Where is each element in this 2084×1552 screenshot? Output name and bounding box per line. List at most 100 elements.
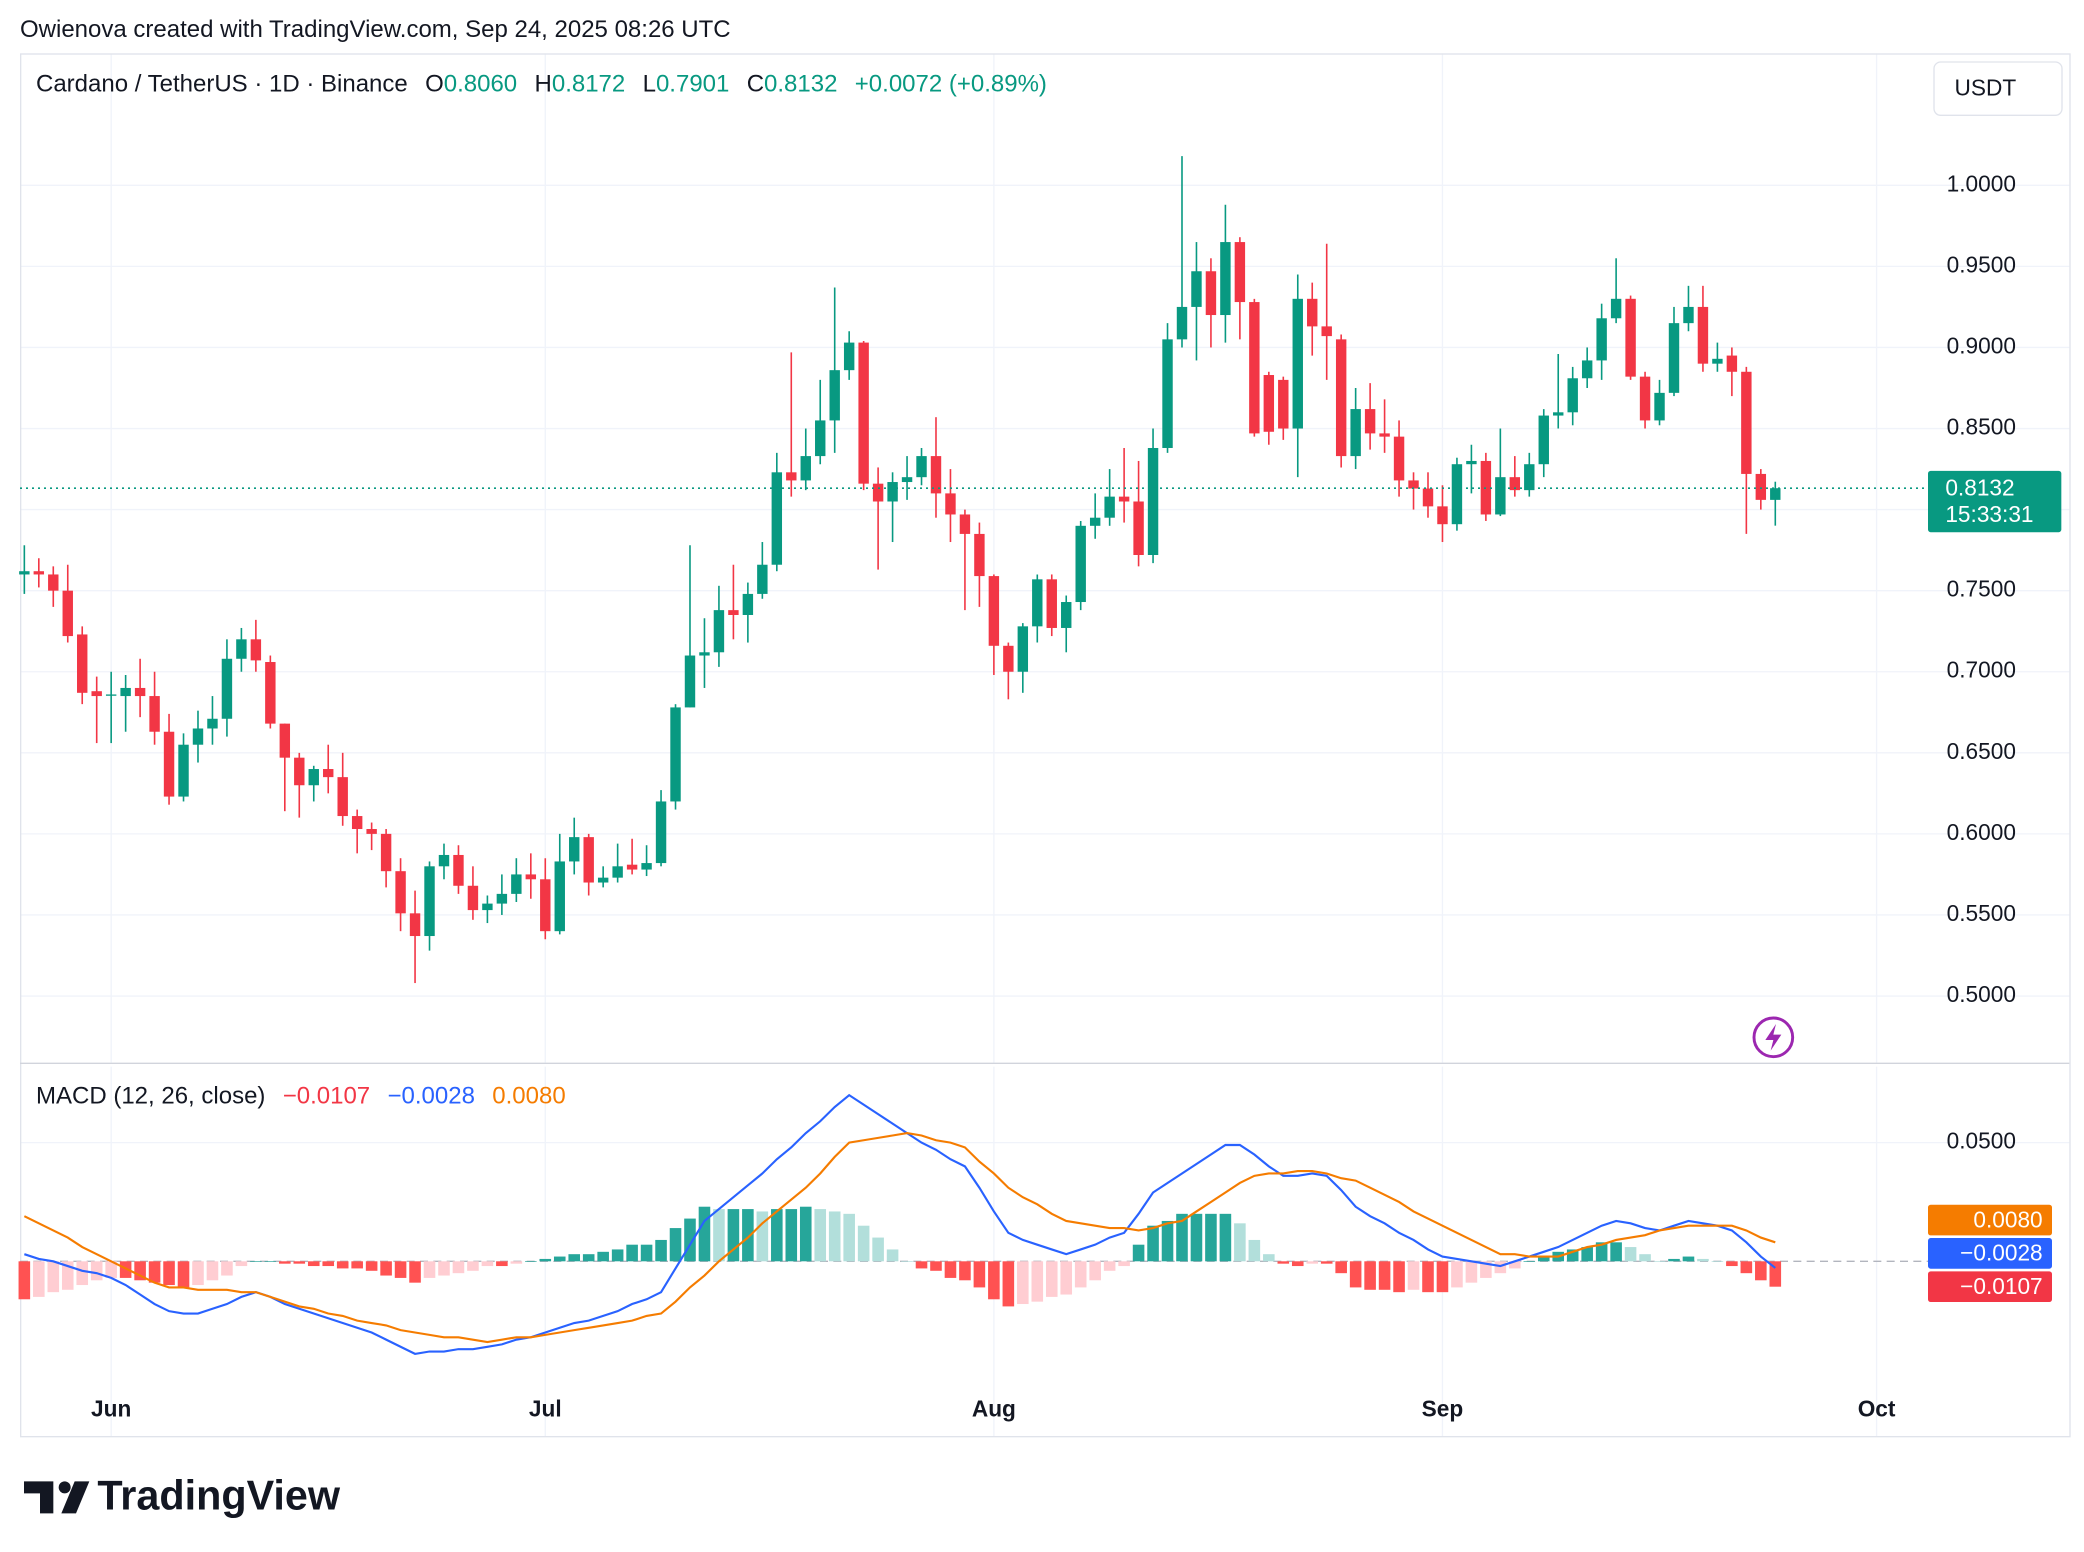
candle-body [1162, 339, 1173, 448]
candle-body [62, 590, 73, 637]
candle-body [395, 871, 406, 914]
histogram-bar [1306, 1261, 1319, 1264]
last-price-label: 0.8132 [1945, 475, 2014, 501]
histogram-bar [1291, 1261, 1304, 1267]
value-tag [1928, 1238, 2052, 1269]
candle-body [1003, 645, 1014, 672]
histogram-bar [365, 1261, 378, 1271]
candle-body [424, 866, 435, 937]
histogram-bar [1711, 1261, 1724, 1262]
histogram-bar [1103, 1261, 1116, 1271]
candle-body [1379, 433, 1390, 437]
alert-circle[interactable] [1752, 1016, 1795, 1059]
alert-icon[interactable] [1752, 1016, 1795, 1059]
candle-body [1133, 501, 1144, 556]
candle-body [163, 731, 175, 797]
value-tag-label: −0.0107 [1960, 1273, 2043, 1299]
histogram-bar [105, 1261, 117, 1278]
candle-body [843, 342, 855, 371]
candle-body [569, 837, 580, 862]
candle-body [728, 610, 739, 615]
candle-body [540, 879, 551, 932]
histogram-bar [1219, 1213, 1232, 1262]
histogram-bar [1017, 1261, 1029, 1305]
macd-value: −0.0028 [388, 1083, 475, 1110]
histogram-bar [1480, 1261, 1492, 1278]
histogram-bar [727, 1209, 740, 1262]
value-tag [1928, 1204, 2052, 1236]
candle-body [1553, 412, 1564, 416]
candle-body [1249, 302, 1260, 434]
histogram-bar [1045, 1261, 1058, 1297]
currency[interactable]: USDT [1954, 74, 2016, 100]
histogram-bar [148, 1261, 161, 1283]
histogram-bar [467, 1261, 479, 1271]
candle-body [858, 342, 869, 484]
symbol: Cardano / TetherUS · 1D · Binance [36, 71, 408, 98]
legend-header: Cardano / TetherUS · 1D · Binance O0.806… [36, 71, 1047, 98]
histogram-bar [496, 1261, 508, 1267]
candle-body [496, 893, 508, 904]
candle-body [1625, 298, 1636, 377]
brand: TradingView [97, 1473, 341, 1519]
histogram-bar [423, 1261, 436, 1278]
histogram-bar [915, 1261, 928, 1269]
candle-body [1610, 298, 1622, 319]
x-tick-label: Jun [91, 1396, 131, 1422]
field-value: 0.8060 [444, 71, 517, 98]
histogram-bar [1248, 1239, 1261, 1262]
candle-body [1466, 460, 1477, 465]
histogram-bar [901, 1261, 913, 1262]
histogram-bar [1509, 1261, 1521, 1269]
candle-body [265, 662, 276, 724]
histogram-bar [47, 1261, 60, 1293]
histogram-bar [221, 1261, 233, 1276]
y-tick-label: 0.5000 [1947, 981, 2016, 1007]
logo-mark [24, 1481, 54, 1514]
histogram-bar [1595, 1242, 1608, 1262]
macd-line [24, 1093, 1776, 1355]
candle-body [48, 574, 59, 591]
candle-body [33, 571, 45, 575]
candle-body [207, 718, 218, 729]
candle-body [1321, 326, 1332, 337]
histogram-bar [1523, 1261, 1536, 1262]
alert-bolt[interactable] [1765, 1024, 1782, 1051]
histogram-bar [394, 1261, 407, 1278]
histogram-bar [192, 1261, 204, 1286]
candle-body [1075, 525, 1086, 603]
candle-body [105, 694, 117, 696]
candle-body [192, 728, 204, 745]
candle-body [800, 456, 811, 481]
candle-body [1697, 306, 1709, 364]
candle-body [1451, 464, 1463, 525]
candle-body [1770, 488, 1781, 500]
histogram-bar [539, 1258, 552, 1262]
currency-button[interactable] [1933, 61, 2063, 116]
histogram-bar [1378, 1261, 1391, 1290]
candle-body [511, 874, 522, 894]
histogram-bar [351, 1261, 363, 1269]
candle-body [771, 472, 783, 565]
candle-body [1408, 480, 1419, 489]
candle-body [467, 885, 479, 911]
candle-body [1061, 602, 1072, 628]
histogram-bar [1653, 1261, 1666, 1262]
histogram-bar [597, 1251, 609, 1262]
histogram-bar [1465, 1261, 1478, 1283]
candle-body [1191, 271, 1202, 307]
histogram-bar [756, 1211, 769, 1262]
histogram-bar [336, 1261, 349, 1269]
histogram-bar [1074, 1261, 1087, 1288]
candle-body [945, 493, 956, 515]
histogram-bar [134, 1261, 146, 1281]
candle-body [279, 723, 291, 758]
candle-body [1495, 477, 1506, 515]
histogram-bar [1263, 1254, 1275, 1262]
candle-body [1234, 242, 1246, 303]
candle-body [626, 864, 638, 870]
histogram-bar [1697, 1258, 1709, 1262]
candle-body [1176, 306, 1188, 340]
histogram-bar [1682, 1256, 1695, 1262]
